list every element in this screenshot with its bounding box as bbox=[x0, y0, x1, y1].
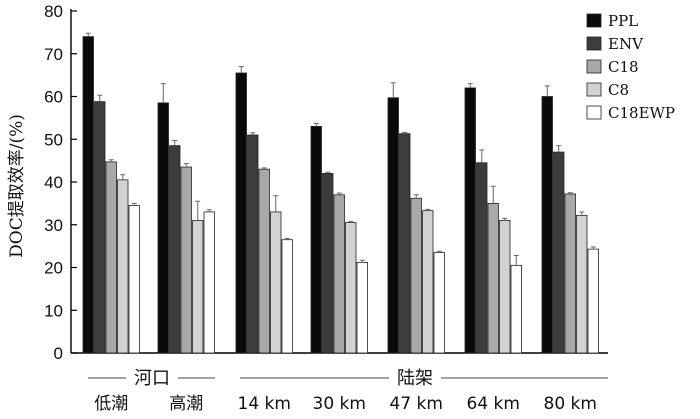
bar-c18-4 bbox=[333, 194, 345, 354]
legend-label: ENV bbox=[608, 35, 644, 53]
bar-ppl-1 bbox=[82, 36, 94, 354]
legend-label: PPL bbox=[608, 12, 638, 30]
bar-env-6 bbox=[476, 162, 488, 354]
bar-c18ewp-3 bbox=[281, 239, 293, 354]
bar-c18-7 bbox=[564, 193, 576, 354]
bar-ppl-2 bbox=[157, 102, 169, 354]
legend-swatch-c8 bbox=[586, 82, 602, 97]
legend-swatch-c18ewp bbox=[586, 105, 602, 120]
x-category-label: 64 km bbox=[467, 394, 520, 414]
y-axis-label: DOC提取效率/(%) bbox=[7, 114, 27, 258]
axes: 0 10 20 30 40 50 60 70 80 bbox=[44, 2, 608, 363]
y-tick-label: 10 bbox=[44, 301, 63, 320]
legend-label: C18EWP bbox=[608, 104, 675, 122]
bar-c18ewp-2 bbox=[203, 211, 215, 354]
x-category-label: 47 km bbox=[390, 394, 443, 414]
bar-c8-2 bbox=[192, 220, 204, 354]
bar-ppl-7 bbox=[541, 96, 553, 354]
category-labels: 低潮 高潮 14 km 30 km 47 km 64 km 80 km bbox=[94, 394, 597, 414]
x-category-label: 14 km bbox=[238, 394, 291, 414]
bar-c18ewp-4 bbox=[356, 261, 368, 354]
bars bbox=[82, 36, 599, 354]
bar-ppl-4 bbox=[310, 126, 322, 354]
bar-c18-3 bbox=[258, 168, 270, 354]
bar-ppl-6 bbox=[464, 87, 476, 354]
legend-swatch-c18 bbox=[586, 59, 602, 74]
bar-c8-6 bbox=[499, 220, 511, 354]
y-tick-label: 80 bbox=[44, 2, 63, 21]
x-category-label: 高潮 bbox=[169, 394, 203, 414]
group-label: 陆架 bbox=[397, 368, 433, 389]
bar-env-5 bbox=[399, 133, 411, 354]
bar-env-4 bbox=[322, 173, 334, 354]
bar-c18ewp-6 bbox=[510, 264, 522, 354]
error-bars bbox=[85, 32, 596, 266]
y-tick-label: 20 bbox=[44, 259, 63, 278]
bar-c18-2 bbox=[180, 166, 192, 354]
x-category-label: 30 km bbox=[313, 394, 366, 414]
bar-c8-5 bbox=[422, 210, 434, 354]
bar-ppl-3 bbox=[235, 72, 247, 354]
y-tick-label: 50 bbox=[44, 130, 63, 149]
y-tick-label: 70 bbox=[44, 45, 63, 64]
group-label: 河口 bbox=[134, 368, 170, 389]
legend-swatch-env bbox=[586, 36, 602, 51]
x-category-label: 80 km bbox=[544, 394, 597, 414]
bar-env-1 bbox=[94, 101, 106, 354]
x-category-label: 低潮 bbox=[94, 394, 128, 414]
bar-c18ewp-1 bbox=[128, 205, 140, 354]
bar-c8-3 bbox=[270, 211, 282, 354]
bar-env-3 bbox=[247, 134, 259, 354]
bar-c8-1 bbox=[117, 179, 129, 354]
category-groups: 河口 陆架 bbox=[88, 368, 608, 389]
bar-c18ewp-5 bbox=[433, 252, 445, 354]
legend-label: C18 bbox=[608, 58, 639, 76]
legend-label: C8 bbox=[608, 81, 629, 99]
bar-c8-7 bbox=[576, 214, 588, 354]
y-tick-label: 40 bbox=[44, 173, 63, 192]
y-tick-label: 60 bbox=[44, 88, 63, 107]
y-tick-label: 0 bbox=[54, 344, 63, 363]
legend-swatch-ppl bbox=[586, 13, 602, 28]
bar-c18-5 bbox=[410, 197, 422, 354]
bar-ppl-5 bbox=[387, 97, 399, 354]
bar-c18ewp-7 bbox=[587, 248, 599, 354]
bar-env-7 bbox=[553, 151, 565, 354]
bar-c18-1 bbox=[105, 161, 117, 354]
y-tick-label: 30 bbox=[44, 216, 63, 235]
bar-env-2 bbox=[169, 145, 181, 354]
legend: PPL ENV C18 C8 C18EWP bbox=[586, 12, 675, 122]
bar-c8-4 bbox=[345, 222, 357, 354]
bar-c18-6 bbox=[487, 202, 499, 354]
